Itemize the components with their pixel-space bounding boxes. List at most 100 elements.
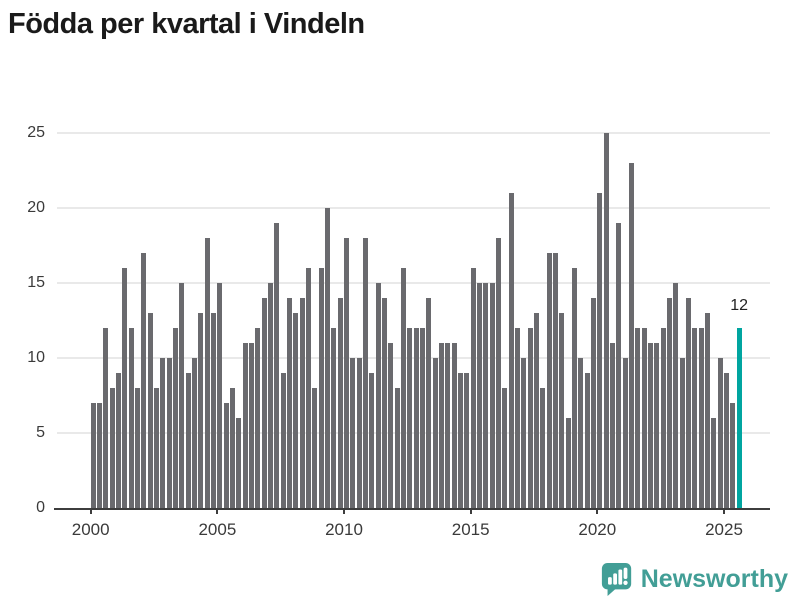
bar-2016-q1[interactable] (496, 238, 501, 508)
bar-2015-q1[interactable] (470, 268, 476, 508)
bar-2000-q2[interactable] (97, 403, 103, 508)
bar-2014-q2[interactable] (451, 343, 457, 508)
bar-2005-q2[interactable] (223, 403, 229, 508)
bar-2020-q2[interactable] (603, 133, 609, 508)
bar-2014-q1[interactable] (445, 343, 451, 508)
bar-2013-q2[interactable] (426, 298, 432, 508)
bar-2018-q1[interactable] (546, 253, 552, 508)
bar-2025-q2[interactable] (730, 403, 736, 508)
bar-2015-q4[interactable] (489, 283, 495, 508)
bar-2017-q2[interactable] (527, 328, 533, 508)
bar-2019-q3[interactable] (584, 373, 590, 508)
bar-2022-q4[interactable] (667, 298, 672, 508)
bar-2022-q2[interactable] (654, 343, 660, 508)
bar-2013-q3[interactable] (432, 358, 438, 508)
bar-2016-q3[interactable] (508, 193, 514, 508)
bar-2006-q3[interactable] (255, 328, 261, 508)
bar-2003-q1[interactable] (166, 358, 172, 508)
bar-2011-q2[interactable] (375, 283, 381, 508)
bar-2012-q4[interactable] (413, 328, 419, 508)
bar-2014-q4[interactable] (464, 373, 470, 508)
bar-2010-q1[interactable] (344, 238, 350, 508)
bar-2017-q4[interactable] (540, 388, 546, 508)
bar-2024-q2[interactable] (705, 313, 710, 508)
bar-2005-q3[interactable] (230, 388, 236, 508)
bar-2008-q3[interactable] (306, 268, 312, 508)
bar-2024-q3[interactable] (711, 418, 717, 508)
bar-2024-q4[interactable] (717, 358, 723, 508)
bar-2021-q4[interactable] (641, 328, 647, 508)
bar-2011-q3[interactable] (382, 298, 388, 508)
bar-2004-q4[interactable] (211, 313, 217, 508)
bar-2009-q3[interactable] (331, 328, 337, 508)
bar-2006-q4[interactable] (261, 298, 267, 508)
bar-2017-q1[interactable] (521, 358, 527, 508)
bar-2024-q1[interactable] (698, 328, 704, 508)
bar-2017-q3[interactable] (534, 313, 539, 508)
bar-2001-q2[interactable] (122, 268, 128, 508)
bar-2012-q2[interactable] (401, 268, 407, 508)
newsworthy-logo[interactable]: Newsworthy (600, 561, 788, 597)
bar-2015-q3[interactable] (483, 283, 489, 508)
bar-2019-q2[interactable] (578, 358, 584, 508)
bar-2007-q4[interactable] (287, 298, 293, 508)
bar-2000-q1[interactable] (90, 403, 96, 508)
bar-2004-q1[interactable] (192, 358, 198, 508)
bar-2022-q1[interactable] (648, 343, 653, 508)
bar-2019-q4[interactable] (591, 298, 596, 508)
bar-2000-q3[interactable] (103, 328, 109, 508)
bar-2009-q1[interactable] (318, 268, 324, 508)
bar-2022-q3[interactable] (660, 328, 666, 508)
bar-2001-q1[interactable] (116, 373, 122, 508)
bar-2000-q4[interactable] (109, 388, 115, 508)
bar-2008-q1[interactable] (293, 313, 299, 508)
bar-2018-q3[interactable] (559, 313, 565, 508)
bar-2016-q2[interactable] (502, 388, 508, 508)
bar-2013-q1[interactable] (420, 328, 426, 508)
bar-2009-q2[interactable] (325, 208, 331, 508)
bar-2025-q1[interactable] (724, 373, 729, 508)
bar-2021-q2[interactable] (629, 163, 634, 508)
bar-2008-q4[interactable] (312, 388, 318, 508)
bar-2003-q2[interactable] (173, 328, 179, 508)
bar-2007-q1[interactable] (268, 283, 274, 508)
bar-2020-q4[interactable] (616, 223, 622, 508)
bar-2020-q1[interactable] (597, 193, 603, 508)
bar-2007-q2[interactable] (274, 223, 280, 508)
bar-2021-q1[interactable] (622, 358, 628, 508)
bar-2001-q4[interactable] (135, 388, 141, 508)
bar-2025-q3[interactable] (736, 328, 742, 508)
bar-2004-q3[interactable] (204, 238, 210, 508)
bar-2023-q4[interactable] (692, 328, 698, 508)
bar-2020-q3[interactable] (610, 343, 615, 508)
bar-2002-q4[interactable] (160, 358, 166, 508)
bar-2018-q4[interactable] (565, 418, 571, 508)
bar-2008-q2[interactable] (299, 298, 305, 508)
bar-2013-q4[interactable] (439, 343, 444, 508)
bar-2012-q1[interactable] (394, 388, 400, 508)
bar-2010-q3[interactable] (356, 358, 362, 508)
bar-2006-q1[interactable] (242, 343, 248, 508)
bar-2007-q3[interactable] (280, 373, 286, 508)
bar-2003-q4[interactable] (185, 373, 191, 508)
bar-2019-q1[interactable] (572, 268, 577, 508)
bar-2011-q1[interactable] (369, 373, 375, 508)
bar-2004-q2[interactable] (198, 313, 204, 508)
bar-2005-q1[interactable] (217, 283, 223, 508)
bar-2005-q4[interactable] (236, 418, 242, 508)
bar-2006-q2[interactable] (249, 343, 255, 508)
bar-2023-q3[interactable] (686, 298, 691, 508)
bar-2002-q1[interactable] (141, 253, 147, 508)
bar-2003-q3[interactable] (179, 283, 185, 508)
bar-2010-q4[interactable] (363, 238, 369, 508)
bar-2009-q4[interactable] (337, 298, 343, 508)
bar-2018-q2[interactable] (553, 253, 558, 508)
bar-2011-q4[interactable] (388, 343, 394, 508)
bar-2021-q3[interactable] (635, 328, 641, 508)
bar-2016-q4[interactable] (515, 328, 520, 508)
bar-2002-q3[interactable] (154, 388, 160, 508)
bar-2023-q1[interactable] (673, 283, 679, 508)
bar-2015-q2[interactable] (477, 283, 482, 508)
bar-2010-q2[interactable] (350, 358, 356, 508)
bar-2012-q3[interactable] (407, 328, 413, 508)
